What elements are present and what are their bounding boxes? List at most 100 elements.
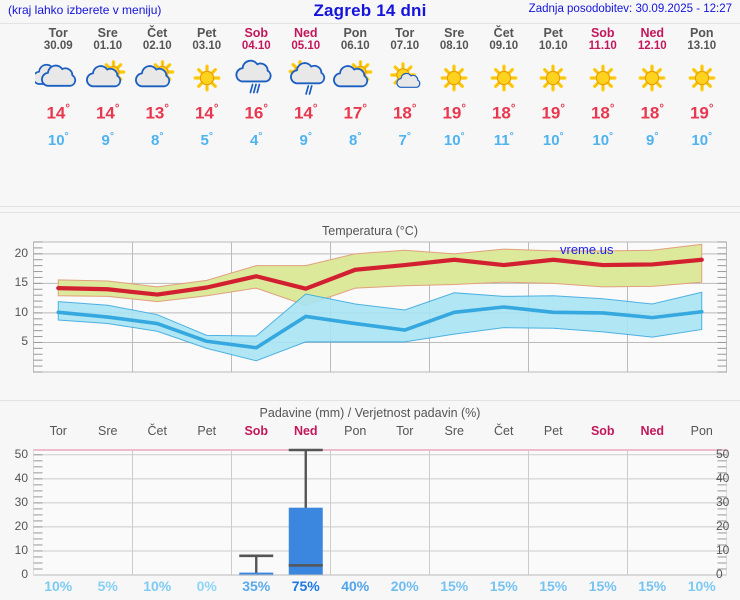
day-temp-min: 4° — [250, 130, 263, 149]
day-date: 02.10 — [142, 40, 172, 52]
day-name: Sob — [590, 26, 615, 40]
temperature-y-tick: 15 — [14, 275, 28, 290]
day-weather-icon-wrap — [32, 57, 84, 97]
day-temp-max: 14° — [46, 103, 71, 123]
day-temp-min: 9° — [101, 130, 114, 149]
sunny-icon — [184, 59, 230, 97]
day-name: Sre — [444, 26, 465, 40]
day-date: 05.10 — [291, 40, 321, 52]
precipitation-day-label: Ned — [293, 424, 318, 438]
day-column[interactable]: Sre 08.10 19° 10° — [428, 26, 480, 152]
day-name: Ned — [640, 26, 665, 40]
day-temp-min: 10° — [542, 130, 564, 149]
day-temp-min: 10° — [443, 130, 465, 149]
day-weather-icon-wrap — [131, 57, 183, 97]
precipitation-day-label: Ned — [640, 424, 665, 438]
precipitation-day-label: Pet — [197, 424, 217, 438]
day-column[interactable]: Sob 04.10 16° 4° — [230, 26, 282, 152]
day-weather-icon-wrap — [527, 57, 579, 97]
precipitation-probability: 10% — [143, 578, 172, 594]
day-name: Sob — [244, 26, 269, 40]
day-name: Čet — [493, 26, 514, 40]
day-date: 09.10 — [489, 40, 519, 52]
day-column[interactable]: Sre 01.10 14° 9° — [82, 26, 134, 152]
day-date: 03.10 — [192, 40, 222, 52]
partly-sunny-icon — [134, 59, 180, 97]
precipitation-y-tick-right: 10 — [716, 542, 730, 557]
day-temp-min: 11° — [493, 130, 514, 149]
precipitation-probability: 40% — [341, 578, 370, 594]
day-name: Tor — [48, 26, 68, 40]
temperature-y-tick: 10 — [14, 304, 28, 319]
day-date: 07.10 — [390, 40, 420, 52]
day-temp-min: 8° — [349, 130, 362, 149]
day-date: 10.10 — [538, 40, 568, 52]
precipitation-probability: 15% — [489, 578, 518, 594]
precipitation-day-label: Tor — [49, 424, 67, 438]
precipitation-probability: 5% — [97, 578, 118, 594]
temperature-plot — [33, 241, 727, 373]
sun-small-cloud-icon — [382, 59, 428, 97]
partly-sunny-icon — [85, 59, 131, 97]
day-column[interactable]: Ned 12.10 18° 9° — [626, 26, 678, 152]
sun-rain-icon — [283, 59, 329, 97]
precipitation-day-label: Sob — [244, 424, 269, 438]
day-temp-max: 14° — [95, 103, 120, 123]
day-column[interactable]: Sob 11.10 18° 10° — [577, 26, 629, 152]
day-temp-max: 16° — [244, 103, 269, 123]
day-column[interactable]: Pon 13.10 19° 10° — [676, 26, 728, 152]
day-temp-max: 19° — [442, 103, 467, 123]
precipitation-day-label: Čet — [494, 424, 514, 438]
precipitation-probability: 15% — [440, 578, 469, 594]
day-name: Pet — [197, 26, 217, 40]
day-temp-min: 9° — [299, 130, 312, 149]
sunny-icon — [530, 59, 576, 97]
precipitation-y-tick-left: 10 — [14, 542, 28, 557]
precipitation-y-tick-left: 20 — [14, 518, 28, 533]
day-name: Pon — [343, 26, 368, 40]
precipitation-chart: Padavine (mm) / Verjetnost padavin (%) T… — [0, 404, 740, 600]
precipitation-probability: 35% — [242, 578, 271, 594]
day-temp-max: 17° — [343, 103, 368, 123]
day-temp-min: 10° — [47, 130, 69, 149]
day-column[interactable]: Čet 09.10 18° 11° — [478, 26, 530, 152]
precipitation-day-label: Sre — [444, 424, 464, 438]
day-weather-icon-wrap — [280, 57, 332, 97]
day-weather-icon-wrap — [478, 57, 530, 97]
day-weather-icon-wrap — [329, 57, 381, 97]
day-date: 06.10 — [340, 40, 370, 52]
precipitation-probability: 15% — [539, 578, 568, 594]
precipitation-probability: 0% — [196, 578, 217, 594]
day-temp-max: 19° — [541, 103, 566, 123]
precipitation-y-tick-right: 20 — [716, 518, 730, 533]
precipitation-day-label: Pon — [690, 424, 713, 438]
sunny-icon — [679, 59, 725, 97]
day-weather-icon-wrap — [428, 57, 480, 97]
day-temp-min: 10° — [592, 130, 614, 149]
day-temp-max: 14° — [194, 103, 219, 123]
day-column[interactable]: Pet 10.10 19° 10° — [527, 26, 579, 152]
day-temp-min: 10° — [691, 130, 713, 149]
day-temp-max: 13° — [145, 103, 170, 123]
day-weather-icon-wrap — [379, 57, 431, 97]
day-temp-min: 8° — [151, 130, 164, 149]
sunny-icon — [580, 59, 626, 97]
day-column[interactable]: Čet 02.10 13° 8° — [131, 26, 183, 152]
day-temp-min: 9° — [646, 130, 659, 149]
day-column[interactable]: Pet 03.10 14° 5° — [181, 26, 233, 152]
day-name: Pet — [543, 26, 563, 40]
day-column[interactable]: Tor 30.09 14° 10° — [32, 26, 84, 152]
day-date: 11.10 — [588, 40, 617, 52]
precipitation-probability: 10% — [44, 578, 73, 594]
precipitation-day-label: Sob — [590, 424, 615, 438]
day-name: Ned — [293, 26, 318, 40]
day-temp-max: 18° — [590, 103, 615, 123]
day-column[interactable]: Pon 06.10 17° 8° — [329, 26, 381, 152]
day-temp-max: 18° — [640, 103, 665, 123]
day-column[interactable]: Tor 07.10 18° 7° — [379, 26, 431, 152]
precipitation-probability: 15% — [588, 578, 617, 594]
partly-sunny-icon — [332, 59, 378, 97]
day-column[interactable]: Ned 05.10 14° 9° — [280, 26, 332, 152]
watermark: vreme.us — [560, 242, 614, 257]
